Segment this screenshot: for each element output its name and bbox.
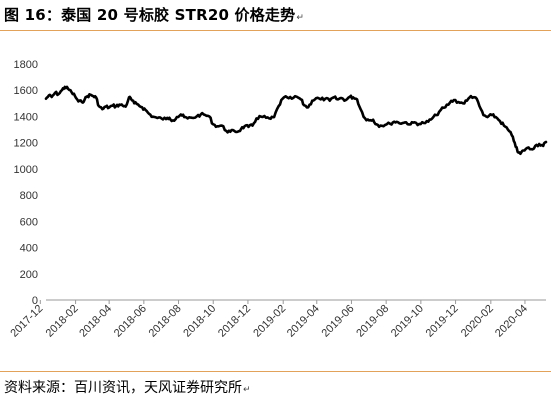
- y-tick-label: 1800: [14, 59, 38, 71]
- paragraph-mark-icon: ↵: [296, 13, 305, 23]
- price-series-line: [44, 85, 548, 156]
- x-tick-label: 2018-12: [216, 303, 253, 340]
- y-tick-label: 200: [20, 269, 38, 281]
- y-tick-label: 1400: [14, 111, 38, 123]
- y-tick-label: 1200: [14, 138, 38, 150]
- figure-title-text: 图 16：泰国 20 号标胶 STR20 价格走势: [4, 6, 296, 24]
- title-divider: [0, 30, 551, 31]
- x-tick-label: 2019-06: [320, 303, 357, 340]
- y-tick-label: 800: [20, 190, 38, 202]
- x-tick-label: 2020-04: [493, 303, 530, 340]
- x-axis: 2017-122018-022018-042018-062018-082018-…: [8, 299, 546, 340]
- price-line-chart: 0 200 400 600 800 1000 1200 1400 1600 1800 2017-1…: [8, 59, 548, 340]
- figure-title: 图 16：泰国 20 号标胶 STR20 价格走势↵: [4, 4, 304, 25]
- y-tick-label: 1000: [14, 164, 38, 176]
- x-tick-label: 2019-04: [285, 303, 322, 340]
- x-tick-label: 2019-08: [354, 303, 391, 340]
- x-tick-label: 2018-04: [77, 303, 114, 340]
- y-tick-label: 1600: [14, 85, 38, 97]
- source-note: 资料来源：百川资讯，天风证券研究所↵: [4, 377, 251, 397]
- y-tick-label: 0: [32, 295, 38, 307]
- x-tick-label: 2017-12: [8, 303, 45, 340]
- plot-area: [44, 85, 548, 156]
- y-tick-label: 600: [20, 216, 38, 228]
- y-axis: 0 200 400 600 800 1000 1200 1400 1600 1800: [14, 59, 38, 307]
- source-divider: [0, 371, 551, 372]
- x-tick-label: 2018-08: [147, 303, 184, 340]
- x-tick-label: 2020-02: [459, 303, 496, 340]
- x-tick-label: 2018-10: [181, 303, 218, 340]
- x-tick-label: 2019-10: [389, 303, 426, 340]
- y-tick-label: 400: [20, 243, 38, 255]
- paragraph-mark-icon: ↵: [243, 385, 251, 395]
- x-tick-label: 2018-06: [112, 303, 149, 340]
- x-tick-label: 2018-02: [44, 303, 81, 340]
- source-note-text: 资料来源：百川资讯，天风证券研究所: [4, 380, 242, 396]
- x-tick-label: 2019-12: [424, 303, 461, 340]
- x-tick-label: 2019-02: [251, 303, 288, 340]
